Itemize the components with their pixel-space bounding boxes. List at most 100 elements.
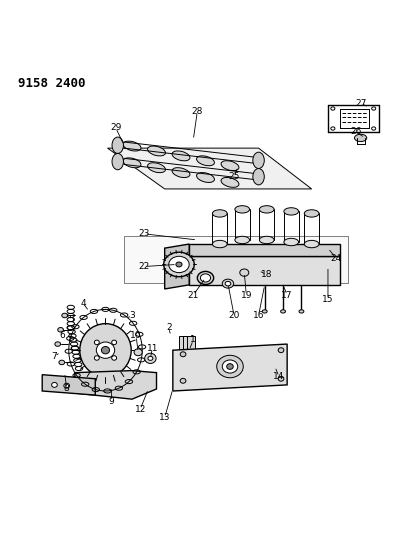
Ellipse shape bbox=[227, 364, 233, 369]
Text: 19: 19 bbox=[240, 290, 252, 300]
Ellipse shape bbox=[281, 310, 286, 313]
Ellipse shape bbox=[259, 236, 274, 244]
Ellipse shape bbox=[180, 378, 186, 383]
Text: 15: 15 bbox=[322, 295, 334, 304]
Text: 5: 5 bbox=[68, 315, 74, 324]
Ellipse shape bbox=[112, 356, 117, 360]
Ellipse shape bbox=[262, 310, 267, 313]
Ellipse shape bbox=[253, 152, 264, 168]
Ellipse shape bbox=[112, 137, 123, 154]
Ellipse shape bbox=[222, 360, 238, 373]
Polygon shape bbox=[42, 375, 95, 395]
Text: 14: 14 bbox=[273, 372, 285, 381]
Ellipse shape bbox=[102, 346, 110, 354]
Ellipse shape bbox=[222, 279, 234, 288]
Ellipse shape bbox=[304, 210, 319, 217]
Polygon shape bbox=[124, 236, 349, 283]
Text: 21: 21 bbox=[187, 290, 199, 300]
Ellipse shape bbox=[64, 383, 69, 388]
Text: 11: 11 bbox=[147, 344, 158, 353]
Text: 10: 10 bbox=[130, 332, 142, 341]
Ellipse shape bbox=[217, 356, 243, 378]
Text: 28: 28 bbox=[192, 107, 203, 116]
Ellipse shape bbox=[123, 158, 141, 168]
Ellipse shape bbox=[172, 168, 190, 177]
Text: 17: 17 bbox=[282, 290, 293, 300]
Ellipse shape bbox=[221, 161, 239, 171]
Ellipse shape bbox=[59, 360, 65, 365]
Text: 20: 20 bbox=[229, 311, 240, 320]
Ellipse shape bbox=[304, 240, 319, 248]
Polygon shape bbox=[189, 244, 340, 256]
Ellipse shape bbox=[225, 281, 231, 286]
Polygon shape bbox=[179, 336, 195, 352]
Ellipse shape bbox=[134, 349, 142, 356]
Text: 9: 9 bbox=[109, 397, 115, 406]
Ellipse shape bbox=[196, 173, 215, 182]
Ellipse shape bbox=[372, 127, 376, 130]
Text: 29: 29 bbox=[110, 123, 121, 132]
Ellipse shape bbox=[331, 107, 335, 110]
Ellipse shape bbox=[212, 210, 227, 217]
Ellipse shape bbox=[169, 256, 189, 272]
Text: 22: 22 bbox=[139, 262, 150, 271]
Text: 18: 18 bbox=[261, 270, 272, 279]
Ellipse shape bbox=[212, 240, 227, 248]
Text: 4: 4 bbox=[80, 298, 86, 308]
Ellipse shape bbox=[96, 342, 115, 358]
Ellipse shape bbox=[55, 342, 60, 346]
Polygon shape bbox=[189, 256, 340, 285]
Ellipse shape bbox=[278, 376, 284, 381]
Text: 7: 7 bbox=[52, 352, 57, 361]
Ellipse shape bbox=[80, 324, 131, 377]
Ellipse shape bbox=[172, 151, 190, 161]
Text: 6: 6 bbox=[60, 332, 65, 341]
Ellipse shape bbox=[284, 208, 298, 215]
Ellipse shape bbox=[372, 107, 376, 110]
Ellipse shape bbox=[278, 348, 284, 353]
Text: 26: 26 bbox=[351, 127, 362, 136]
Ellipse shape bbox=[176, 262, 182, 267]
Ellipse shape bbox=[240, 269, 249, 276]
Ellipse shape bbox=[253, 168, 264, 185]
Ellipse shape bbox=[148, 356, 153, 360]
Text: 27: 27 bbox=[355, 99, 366, 108]
Ellipse shape bbox=[197, 271, 214, 285]
Ellipse shape bbox=[221, 177, 239, 188]
Ellipse shape bbox=[95, 340, 99, 345]
Text: 13: 13 bbox=[159, 413, 171, 422]
Ellipse shape bbox=[235, 206, 249, 213]
Text: 25: 25 bbox=[229, 172, 240, 181]
Ellipse shape bbox=[180, 352, 186, 357]
Ellipse shape bbox=[123, 141, 141, 151]
Polygon shape bbox=[165, 244, 189, 289]
Ellipse shape bbox=[164, 252, 194, 277]
Polygon shape bbox=[75, 370, 157, 399]
Ellipse shape bbox=[112, 154, 123, 169]
Text: 1: 1 bbox=[190, 335, 196, 344]
Ellipse shape bbox=[259, 206, 274, 213]
Ellipse shape bbox=[201, 274, 210, 282]
Ellipse shape bbox=[299, 310, 304, 313]
Ellipse shape bbox=[52, 383, 57, 387]
Ellipse shape bbox=[235, 236, 249, 244]
Text: 16: 16 bbox=[253, 311, 264, 320]
Ellipse shape bbox=[196, 156, 215, 166]
Ellipse shape bbox=[58, 328, 63, 332]
Ellipse shape bbox=[62, 313, 67, 318]
Text: 2: 2 bbox=[166, 323, 171, 332]
Ellipse shape bbox=[145, 353, 156, 364]
Ellipse shape bbox=[148, 146, 166, 156]
Ellipse shape bbox=[355, 134, 367, 142]
Text: 23: 23 bbox=[139, 229, 150, 238]
Polygon shape bbox=[108, 148, 312, 189]
Text: 9158 2400: 9158 2400 bbox=[18, 77, 85, 90]
Ellipse shape bbox=[148, 163, 166, 173]
Polygon shape bbox=[173, 344, 287, 391]
Text: 8: 8 bbox=[64, 384, 69, 393]
Ellipse shape bbox=[95, 356, 99, 360]
Ellipse shape bbox=[331, 127, 335, 130]
Text: 3: 3 bbox=[129, 311, 135, 320]
Ellipse shape bbox=[284, 238, 298, 246]
Text: 12: 12 bbox=[134, 405, 146, 414]
